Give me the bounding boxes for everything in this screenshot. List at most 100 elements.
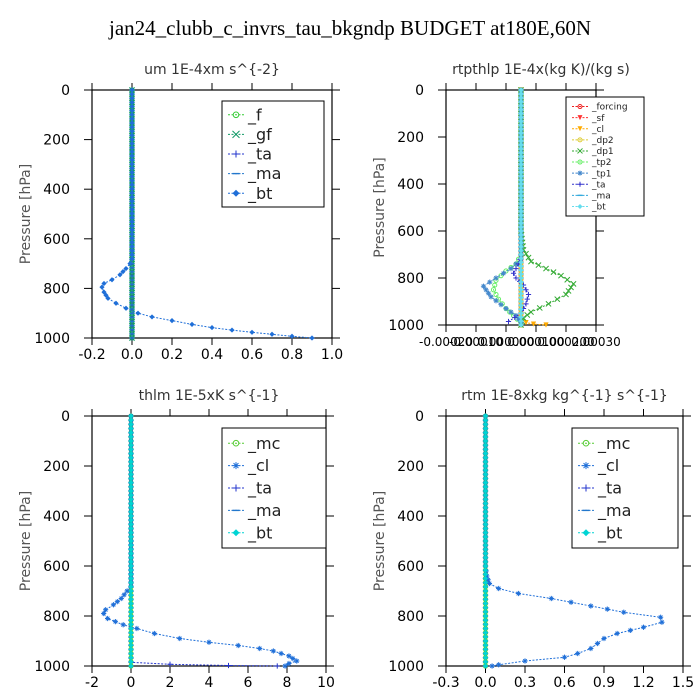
data-point xyxy=(113,300,119,306)
data-point xyxy=(518,193,524,199)
data-point xyxy=(564,276,571,283)
data-point xyxy=(120,622,126,628)
data-point xyxy=(518,244,524,250)
data-point xyxy=(518,99,524,105)
panel-title: rtm 1E-8xkg kg^{-1} s^{-1} xyxy=(461,388,668,404)
y-tick-label: 400 xyxy=(397,509,424,525)
data-point xyxy=(114,599,120,605)
legend-marker xyxy=(232,484,240,492)
legend-entry: _ta xyxy=(597,479,622,499)
legend-marker xyxy=(577,203,583,209)
data-point xyxy=(482,455,489,461)
data-point xyxy=(482,571,489,577)
data-point xyxy=(640,624,647,630)
data-point xyxy=(149,314,155,320)
data-point xyxy=(518,150,524,156)
data-point xyxy=(121,592,127,598)
data-point xyxy=(568,284,574,291)
data-point xyxy=(128,588,134,594)
data-point xyxy=(523,287,529,293)
legend-marker xyxy=(232,529,240,537)
data-point xyxy=(482,450,489,457)
y-tick-label: 600 xyxy=(43,232,70,248)
x-tick-label: 0.00030 xyxy=(571,335,621,349)
x-tick-label: 0.3 xyxy=(514,675,536,691)
legend-entry: _forcing xyxy=(591,103,628,113)
data-point xyxy=(128,463,134,469)
data-point xyxy=(518,212,524,218)
legend-marker xyxy=(232,439,240,447)
x-tick-label: -0.00020 xyxy=(419,335,473,349)
data-point xyxy=(112,619,118,625)
data-point xyxy=(109,277,115,283)
data-point xyxy=(128,580,134,586)
data-point xyxy=(128,492,134,498)
data-point xyxy=(128,638,134,644)
data-point xyxy=(128,417,134,423)
data-point xyxy=(505,318,512,325)
legend-entry: _bt xyxy=(247,184,272,204)
data-point xyxy=(545,300,552,307)
data-point xyxy=(128,538,134,544)
data-point xyxy=(128,546,134,552)
data-point xyxy=(129,235,135,241)
legend-entry: _sf xyxy=(591,114,605,124)
legend-marker xyxy=(582,484,590,492)
x-tick-label: 8 xyxy=(283,675,292,691)
data-point xyxy=(128,475,134,482)
data-point xyxy=(518,114,524,121)
data-point xyxy=(128,659,134,665)
x-tick-label: -2 xyxy=(85,675,99,691)
data-point xyxy=(518,173,524,179)
data-point xyxy=(129,124,135,130)
x-tick-label: 0.0 xyxy=(474,675,496,691)
data-point xyxy=(282,663,288,669)
data-point xyxy=(128,563,134,569)
data-point xyxy=(568,599,574,605)
series-line xyxy=(482,90,522,323)
data-point xyxy=(99,284,105,290)
data-point xyxy=(482,575,489,582)
legend-entry: _tp2 xyxy=(591,158,611,168)
data-point xyxy=(128,559,134,565)
series-line xyxy=(492,90,522,323)
data-point xyxy=(129,107,135,114)
data-point xyxy=(128,467,134,473)
data-point xyxy=(496,662,502,668)
data-point xyxy=(489,663,495,669)
data-point xyxy=(225,662,232,669)
data-point xyxy=(270,648,276,654)
data-point xyxy=(535,262,542,269)
data-point xyxy=(503,305,509,312)
data-point xyxy=(128,663,134,669)
data-point xyxy=(128,542,134,548)
data-point xyxy=(518,138,524,144)
data-point xyxy=(594,640,601,647)
data-point xyxy=(482,617,489,623)
data-point xyxy=(482,630,489,636)
legend-entry: _ta xyxy=(247,145,272,165)
data-point xyxy=(518,220,524,226)
data-point xyxy=(128,650,134,657)
data-point xyxy=(523,320,529,326)
y-tick-label: 0 xyxy=(61,83,70,99)
y-tick-label: 600 xyxy=(397,559,424,575)
data-point xyxy=(482,592,489,598)
data-point xyxy=(128,438,134,444)
data-point xyxy=(515,316,522,322)
data-point xyxy=(518,216,524,222)
data-point xyxy=(523,301,529,307)
data-point xyxy=(482,646,489,652)
data-point xyxy=(492,282,498,288)
data-point xyxy=(128,488,134,494)
data-point xyxy=(482,550,489,557)
legend-entry: _tp1 xyxy=(591,169,611,179)
data-point xyxy=(482,605,489,611)
data-point xyxy=(101,610,107,617)
data-point xyxy=(128,596,134,602)
data-point xyxy=(128,434,134,440)
data-point xyxy=(518,294,524,301)
data-point xyxy=(543,265,549,272)
data-point xyxy=(129,190,135,196)
data-point xyxy=(493,275,499,281)
